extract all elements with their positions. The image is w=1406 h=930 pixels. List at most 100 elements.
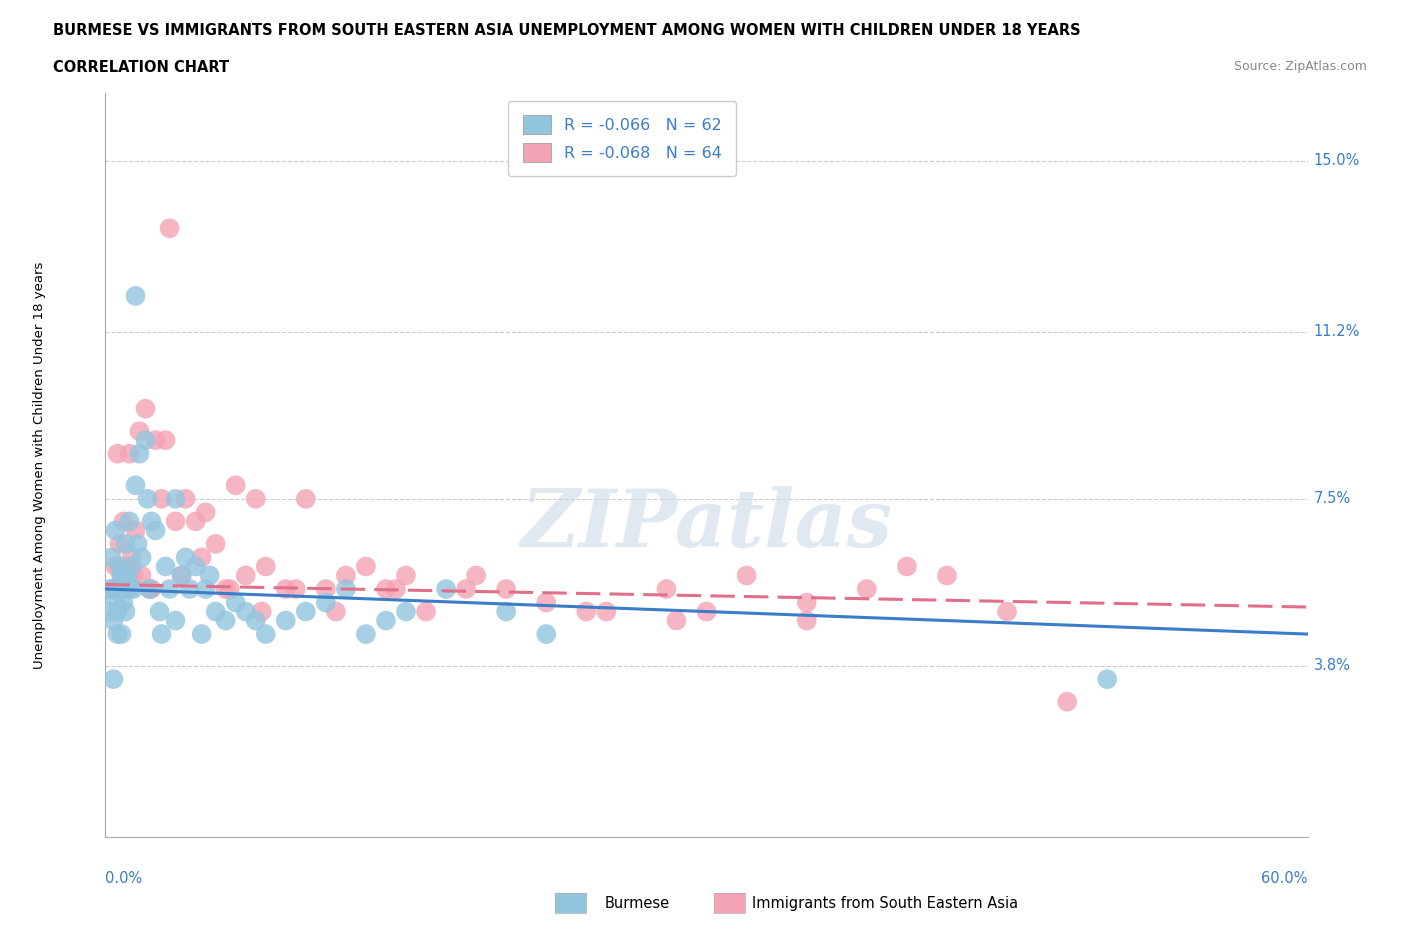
Point xyxy=(274,613,297,628)
Point xyxy=(131,568,153,583)
Text: Immigrants from South Eastern Asia: Immigrants from South Eastern Asia xyxy=(752,897,1018,911)
Point xyxy=(174,550,197,565)
Point xyxy=(295,491,318,506)
Text: CORRELATION CHART: CORRELATION CHART xyxy=(53,60,229,75)
Point xyxy=(124,523,146,538)
Point xyxy=(141,514,163,529)
Point xyxy=(204,604,226,619)
Point xyxy=(225,595,247,610)
Point xyxy=(100,581,122,596)
Point xyxy=(135,401,157,416)
Point xyxy=(114,581,136,596)
Point xyxy=(104,523,127,538)
Point xyxy=(170,568,193,583)
Point xyxy=(124,288,146,303)
Point xyxy=(214,581,236,596)
Point xyxy=(170,568,193,583)
Point xyxy=(174,491,197,506)
Point xyxy=(155,432,177,447)
Point xyxy=(141,581,163,596)
Point xyxy=(145,523,167,538)
Point xyxy=(103,613,125,628)
Point xyxy=(124,478,146,493)
Point xyxy=(575,604,598,619)
Point xyxy=(385,581,408,596)
Point xyxy=(495,581,517,596)
Point xyxy=(354,559,377,574)
Text: Source: ZipAtlas.com: Source: ZipAtlas.com xyxy=(1233,60,1367,73)
Point xyxy=(150,491,173,506)
Point xyxy=(295,604,318,619)
Point xyxy=(995,604,1018,619)
Point xyxy=(696,604,718,619)
Point xyxy=(108,559,131,574)
Point xyxy=(434,581,457,596)
Text: 60.0%: 60.0% xyxy=(1261,871,1308,886)
Point xyxy=(104,559,127,574)
Point xyxy=(250,604,273,619)
Point xyxy=(204,537,226,551)
Point xyxy=(159,220,181,235)
Point xyxy=(165,514,187,529)
Point xyxy=(1056,695,1078,710)
Point xyxy=(179,581,201,596)
Point xyxy=(136,491,159,506)
Point xyxy=(354,627,377,642)
Point xyxy=(395,568,418,583)
Point xyxy=(148,604,170,619)
Point xyxy=(165,491,187,506)
Point xyxy=(112,595,135,610)
Point xyxy=(896,559,918,574)
Point xyxy=(415,604,437,619)
Point xyxy=(190,627,212,642)
Point xyxy=(150,627,173,642)
Point xyxy=(122,568,145,583)
Point xyxy=(184,559,207,574)
Point xyxy=(118,581,141,596)
Point xyxy=(103,581,125,596)
Text: 0.0%: 0.0% xyxy=(105,871,142,886)
Point xyxy=(315,581,337,596)
Point xyxy=(138,581,160,596)
Point xyxy=(131,550,153,565)
Point xyxy=(254,627,277,642)
Point xyxy=(121,550,143,565)
Point xyxy=(655,581,678,596)
Legend: R = -0.066   N = 62, R = -0.068   N = 64: R = -0.066 N = 62, R = -0.068 N = 64 xyxy=(509,101,737,176)
Point xyxy=(284,581,307,596)
Point xyxy=(465,568,488,583)
Text: 15.0%: 15.0% xyxy=(1313,153,1360,168)
Point xyxy=(165,613,187,628)
Point xyxy=(98,604,121,619)
Point xyxy=(138,581,160,596)
Point xyxy=(107,604,129,619)
Point xyxy=(128,446,150,461)
Point xyxy=(135,432,157,447)
Point xyxy=(214,613,236,628)
Point xyxy=(335,581,357,596)
Point xyxy=(122,581,145,596)
Point xyxy=(107,446,129,461)
Point xyxy=(107,627,129,642)
Point xyxy=(117,559,139,574)
Point xyxy=(534,595,557,610)
Point xyxy=(225,478,247,493)
Point xyxy=(118,514,141,529)
Point xyxy=(245,491,267,506)
Point xyxy=(855,581,877,596)
Text: 3.8%: 3.8% xyxy=(1313,658,1351,673)
Point xyxy=(374,581,396,596)
Point xyxy=(1097,671,1119,686)
Point xyxy=(235,568,257,583)
Point xyxy=(145,432,167,447)
Point xyxy=(108,537,131,551)
Text: Burmese: Burmese xyxy=(605,897,669,911)
Point xyxy=(665,613,688,628)
Point xyxy=(100,550,122,565)
Point xyxy=(117,568,139,583)
Text: ZIPatlas: ZIPatlas xyxy=(520,485,893,564)
Point xyxy=(315,595,337,610)
Point xyxy=(335,568,357,583)
Point xyxy=(595,604,617,619)
Point xyxy=(198,568,221,583)
